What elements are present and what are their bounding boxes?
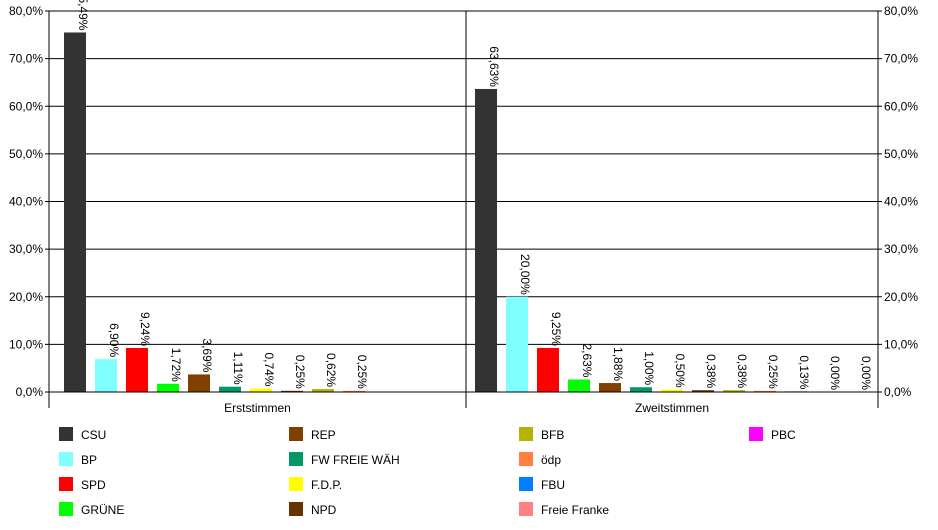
- y-tick-label-left: 30,0%: [9, 242, 43, 256]
- data-label-1-5: 1,00%: [642, 351, 656, 385]
- legend: CSU BP SPD GRÜNE REP FW FREIE WÄH F.D.P. NPD BFB…: [59, 427, 796, 517]
- bar-0-6: [250, 388, 272, 392]
- bar-0-2: [126, 347, 148, 392]
- legend-swatch-11: [519, 502, 533, 516]
- data-label-0-5: 1,11%: [231, 352, 245, 385]
- bar-1-6: [661, 389, 683, 392]
- data-label-0-1: 6,90%: [107, 323, 121, 357]
- legend-swatch-1: [59, 452, 73, 466]
- y-tick-label-right: 80,0%: [884, 4, 918, 18]
- data-label-0-0: 75,49%: [76, 0, 90, 31]
- bar-1-2: [537, 347, 559, 392]
- legend-label-8: BFB: [541, 428, 564, 442]
- y-tick-label-left: 20,0%: [9, 290, 43, 304]
- legend-swatch-4: [289, 427, 303, 441]
- data-label-1-6: 0,50%: [673, 354, 687, 388]
- y-tick-label-left: 70,0%: [9, 52, 43, 66]
- axes: 0,0% 0,0% 10,0% 10,0% 20,0% 20,0% 30,0% 30,0% 40…: [9, 4, 918, 415]
- data-labels: 75,49% 6,90% 9,24% 1,72% 3,69% 1,11% 0,74% 0,25…: [76, 0, 873, 390]
- y-tick-label-left: 60,0%: [9, 99, 43, 113]
- y-tick-label-right: 30,0%: [884, 242, 918, 256]
- bar-0-8: [312, 389, 334, 392]
- data-label-1-3: 2,63%: [580, 343, 594, 377]
- legend-label-0: CSU: [81, 428, 106, 442]
- legend-label-12: PBC: [771, 428, 796, 442]
- bar-0-0: [64, 32, 86, 392]
- legend-label-2: SPD: [81, 478, 106, 492]
- y-tick-label-left: 80,0%: [9, 4, 43, 18]
- legend-swatch-12: [749, 427, 763, 441]
- bar-1-1: [506, 296, 528, 392]
- legend-label-11: Freie Franke: [541, 503, 609, 517]
- bar-1-0: [475, 88, 497, 392]
- legend-label-9: ödp: [541, 453, 561, 467]
- legend-swatch-10: [519, 477, 533, 491]
- data-label-1-4: 1,88%: [611, 347, 625, 381]
- y-tick-label-right: 10,0%: [884, 337, 918, 351]
- legend-swatch-5: [289, 452, 303, 466]
- data-label-1-12: 0,00%: [859, 356, 873, 390]
- y-tick-label-right: 50,0%: [884, 147, 918, 161]
- data-label-0-8: 0,62%: [324, 353, 338, 387]
- legend-label-10: FBU: [541, 478, 565, 492]
- bar-0-9: [343, 390, 365, 392]
- bar-0-3: [157, 383, 179, 392]
- y-tick-label-right: 20,0%: [884, 290, 918, 304]
- legend-label-3: GRÜNE: [81, 503, 124, 517]
- data-label-0-6: 0,74%: [262, 352, 276, 386]
- bar-0-7: [281, 390, 303, 392]
- legend-label-1: BP: [81, 453, 97, 467]
- data-label-1-0: 63,63%: [487, 46, 501, 87]
- legend-swatch-8: [519, 427, 533, 441]
- y-tick-label-right: 60,0%: [884, 99, 918, 113]
- bar-0-1: [95, 359, 117, 392]
- data-label-1-2: 9,25%: [549, 312, 563, 346]
- legend-label-4: REP: [311, 428, 336, 442]
- legend-label-6: F.D.P.: [311, 478, 342, 492]
- category-label-0: Erststimmen: [224, 401, 291, 415]
- y-tick-label-left: 0,0%: [16, 385, 44, 399]
- bars: [64, 32, 807, 392]
- bar-1-8: [723, 390, 745, 392]
- data-label-1-9: 0,25%: [766, 355, 780, 389]
- data-label-0-4: 3,69%: [200, 338, 214, 372]
- data-label-1-1: 20,00%: [518, 254, 532, 295]
- legend-label-5: FW FREIE WÄH: [311, 453, 400, 467]
- data-label-1-7: 0,38%: [704, 354, 718, 388]
- y-tick-label-left: 40,0%: [9, 195, 43, 209]
- bar-1-3: [568, 379, 590, 392]
- data-label-0-3: 1,72%: [169, 348, 183, 382]
- legend-swatch-6: [289, 477, 303, 491]
- data-label-1-11: 0,00%: [828, 356, 842, 390]
- legend-swatch-2: [59, 477, 73, 491]
- y-tick-label-left: 50,0%: [9, 147, 43, 161]
- bar-0-4: [188, 374, 210, 392]
- bar-1-5: [630, 387, 652, 392]
- y-tick-label-left: 10,0%: [9, 337, 43, 351]
- bar-0-5: [219, 386, 241, 392]
- legend-swatch-7: [289, 502, 303, 516]
- bar-1-9: [754, 390, 776, 392]
- category-label-1: Zweitstimmen: [635, 401, 709, 415]
- bar-1-7: [692, 390, 714, 392]
- gridlines: [49, 10, 878, 345]
- data-label-0-2: 9,24%: [138, 312, 152, 346]
- y-tick-label-right: 40,0%: [884, 195, 918, 209]
- y-tick-label-right: 0,0%: [884, 385, 912, 399]
- data-label-0-9: 0,25%: [355, 355, 369, 389]
- y-tick-label-right: 70,0%: [884, 52, 918, 66]
- data-label-0-7: 0,25%: [293, 355, 307, 389]
- data-label-1-10: 0,13%: [797, 355, 811, 389]
- legend-swatch-0: [59, 427, 73, 441]
- data-label-1-8: 0,38%: [735, 354, 749, 388]
- legend-label-7: NPD: [311, 503, 337, 517]
- legend-swatch-3: [59, 502, 73, 516]
- legend-swatch-9: [519, 452, 533, 466]
- bar-1-4: [599, 383, 621, 392]
